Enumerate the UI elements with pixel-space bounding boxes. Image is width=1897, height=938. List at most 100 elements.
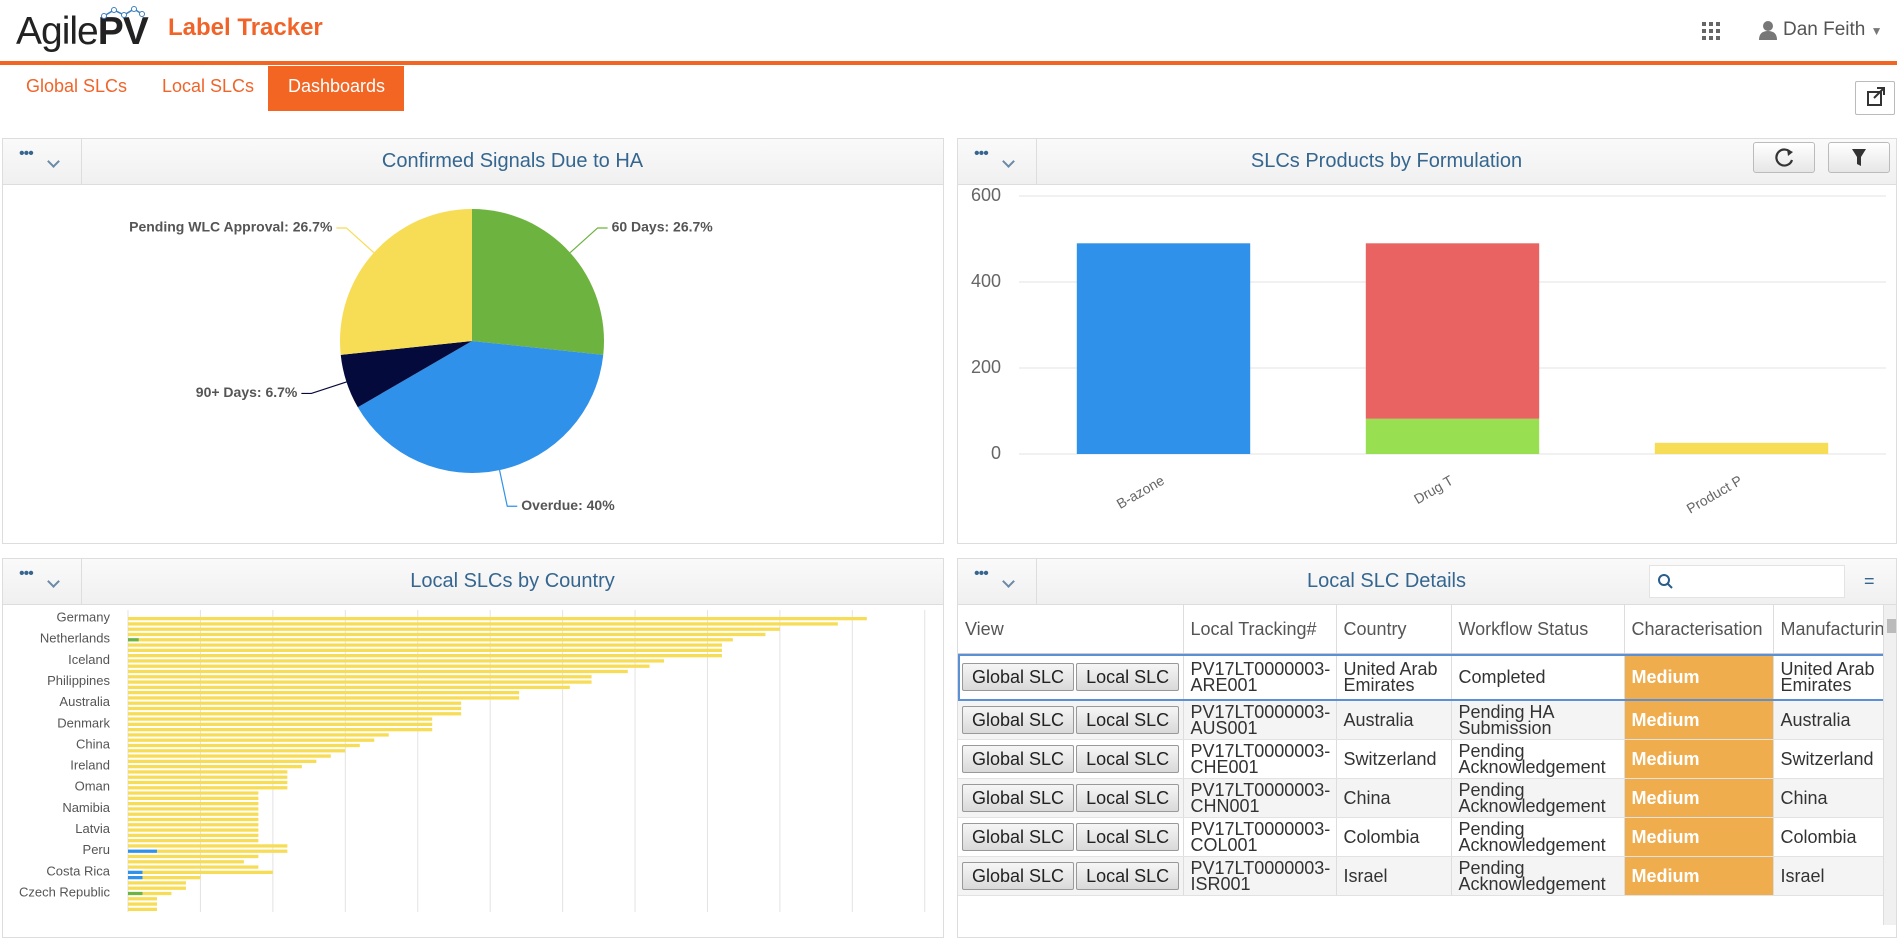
view-cell: Global SLC Local SLC [958, 778, 1184, 818]
view-button[interactable]: Local SLC [1076, 823, 1180, 851]
view-button[interactable]: Local SLC [1076, 663, 1180, 691]
view-cell: Global SLC Local SLC [958, 739, 1184, 779]
panel-title: Local SLC Details [1307, 570, 1466, 592]
view-button[interactable]: Global SLC [962, 745, 1075, 773]
table-cell: Medium [1624, 700, 1774, 740]
table-cell: PV17LT0000003-AUS001 [1183, 700, 1337, 740]
table-row[interactable]: Global SLC Local SLC PV17LT0000003-CHN001 C… [958, 778, 1883, 818]
apps-icon[interactable] [1702, 22, 1720, 40]
filter-icon [1852, 149, 1866, 166]
table-cell: Medium [1624, 856, 1774, 896]
separator [81, 139, 82, 184]
view-button[interactable]: Global SLC [962, 862, 1075, 890]
view-button[interactable]: Local SLC [1076, 706, 1180, 734]
logo-main: Agile [16, 10, 99, 53]
nav-tab-active[interactable]: Dashboards [268, 66, 404, 111]
table-cell: Pending Acknowledgement [1451, 778, 1625, 818]
view-cell: Global SLC Local SLC [958, 817, 1184, 857]
table-cell: United Arab Emirates [1773, 653, 1883, 701]
table-row[interactable]: Global SLC Local SLC PV17LT0000003-ISR001 I… [958, 856, 1883, 896]
separator [1036, 139, 1037, 184]
table-cell: Colombia [1773, 817, 1883, 857]
view-button[interactable]: Global SLC [962, 823, 1075, 851]
view-button[interactable]: Global SLC [962, 663, 1075, 691]
view-button[interactable]: Global SLC [962, 784, 1075, 812]
menu-dots[interactable]: ••• [974, 565, 989, 582]
column-header[interactable]: Local Tracking# [1183, 605, 1337, 654]
column-header[interactable]: Country [1336, 605, 1452, 654]
table-row[interactable]: Global SLC Local SLC PV17LT0000003-COL001 C… [958, 817, 1883, 857]
details-table: View Local Tracking# Country Workflow Statu… [958, 605, 1883, 896]
table-cell: PV17LT0000003-CHE001 [1183, 739, 1337, 779]
table-cell: Australia [1336, 700, 1452, 740]
table-cell: PV17LT0000003-CHN001 [1183, 778, 1337, 818]
menu-dots[interactable]: ••• [974, 145, 989, 162]
chevron[interactable] [47, 575, 60, 588]
view-button[interactable]: Local SLC [1076, 862, 1180, 890]
panel-title: SLCs Products by Formulation [1250, 150, 1523, 172]
scroll-thumb[interactable] [1887, 619, 1896, 633]
refresh-button[interactable] [1753, 142, 1815, 173]
panel-header: ••• SLCs Products by Formulation [958, 139, 1896, 185]
panel: ••• Local SLC Details = View Local Trackin… [957, 558, 1897, 938]
refresh-icon [1775, 148, 1794, 167]
table-cell: Switzerland [1773, 739, 1883, 779]
table-cell: China [1336, 778, 1452, 818]
user-name: Dan Feith [1783, 19, 1866, 40]
app-title: Label Tracker [168, 14, 323, 41]
panel: ••• Confirmed Signals Due to HA [2, 138, 944, 544]
column-header[interactable]: Manufacturing [1773, 605, 1883, 654]
table-cell: United Arab Emirates [1336, 653, 1452, 701]
view-cell: Global SLC Local SLC [958, 856, 1184, 896]
search-box[interactable] [1649, 565, 1845, 598]
table-cell: Pending Acknowledgement [1451, 817, 1625, 857]
user-menu[interactable]: Dan Feith ▼ [1783, 19, 1883, 40]
panel: ••• SLCs Products by Formulation [957, 138, 1897, 544]
table-cell: Medium [1624, 778, 1774, 818]
table-cell: Completed [1451, 653, 1625, 701]
table-row[interactable]: Global SLC Local SLC PV17LT0000003-AUS001 A… [958, 700, 1883, 740]
panel-header: ••• Local SLCs by Country [3, 559, 943, 605]
scrollbar[interactable] [1883, 605, 1896, 925]
separator [1036, 559, 1037, 604]
view-button[interactable]: Local SLC [1076, 745, 1180, 773]
table-wrap: View Local Tracking# Country Workflow Statu… [958, 605, 1883, 925]
table-cell: Pending HA Submission [1451, 700, 1625, 740]
table-row[interactable]: Global SLC Local SLC PV17LT0000003-ARE001 U… [958, 653, 1883, 701]
view-cell: Global SLC Local SLC [958, 653, 1184, 701]
table-cell: Pending Acknowledgement [1451, 739, 1625, 779]
table-cell: Medium [1624, 817, 1774, 857]
panel-title: Confirmed Signals Due to HA [381, 150, 644, 172]
column-header[interactable]: Workflow Status [1451, 605, 1625, 654]
user-icon [1759, 21, 1777, 40]
table-cell: Israel [1773, 856, 1883, 896]
separator [81, 559, 82, 604]
search-icon [1658, 574, 1673, 589]
chevron[interactable] [1002, 155, 1015, 168]
chevron[interactable] [1002, 575, 1015, 588]
table-row[interactable]: Global SLC Local SLC PV17LT0000003-CHE001 S… [958, 739, 1883, 779]
table-cell: China [1773, 778, 1883, 818]
panel-title: Local SLCs by Country [410, 570, 615, 592]
panel-header: ••• Local SLC Details = [958, 559, 1896, 605]
filter-button[interactable] [1828, 142, 1890, 173]
column-header[interactable]: View [958, 605, 1184, 654]
chevron[interactable] [47, 155, 60, 168]
external-link-button[interactable] [1855, 81, 1895, 115]
view-button[interactable]: Global SLC [962, 706, 1075, 734]
view-cell: Global SLC Local SLC [958, 700, 1184, 740]
external-icon [1867, 87, 1885, 106]
table-cell: Australia [1773, 700, 1883, 740]
view-button[interactable]: Local SLC [1076, 784, 1180, 812]
table-cell: PV17LT0000003-ISR001 [1183, 856, 1337, 896]
nav-tab[interactable]: Global SLCs [26, 76, 128, 96]
logo-icon [101, 6, 145, 19]
table-cell: Israel [1336, 856, 1452, 896]
menu-dots[interactable]: ••• [19, 145, 34, 162]
nav-tab[interactable]: Local SLCs [162, 76, 255, 96]
columns-toggle[interactable]: = [1864, 571, 1875, 591]
column-header[interactable]: Characterisation [1624, 605, 1774, 654]
header-row: View Local Tracking# Country Workflow Statu… [958, 605, 1883, 654]
menu-dots[interactable]: ••• [19, 565, 34, 582]
